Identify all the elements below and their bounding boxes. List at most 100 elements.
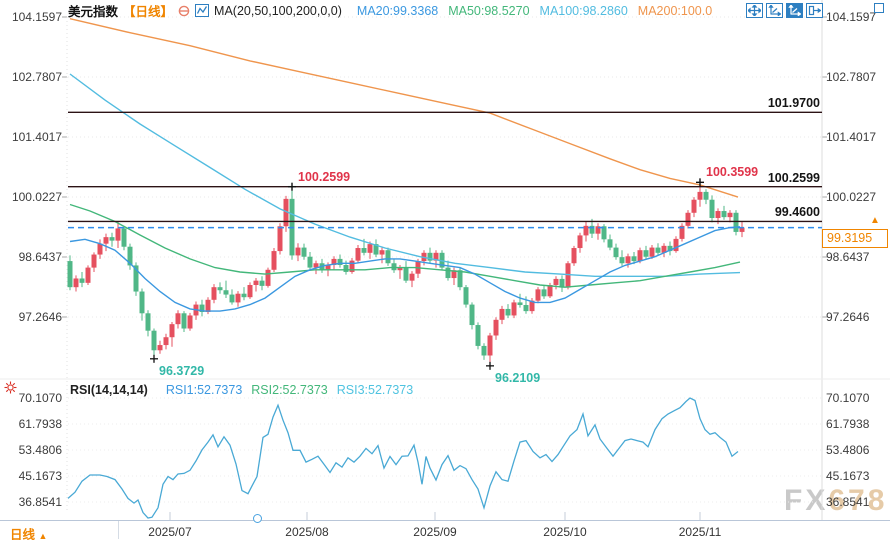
chart-type-icon[interactable] (195, 4, 210, 17)
ma100-line (69, 73, 741, 277)
candle-body (631, 256, 637, 262)
candle-body (259, 280, 265, 286)
level-label: 100.2599 (767, 170, 820, 185)
candle-body (283, 198, 289, 227)
candle-body (373, 244, 379, 255)
axis-scale-icon[interactable] (766, 3, 783, 18)
candle-body (151, 330, 157, 351)
candle-body (247, 285, 253, 298)
candle-body (661, 245, 667, 253)
price-tick-label: 104.1597 (11, 10, 62, 24)
candle-body (679, 225, 685, 239)
candle-body (121, 228, 127, 247)
ma-values: MA20:99.3368 MA50:98.5270 MA100:98.2860 MA2… (347, 4, 712, 18)
candle-body (295, 247, 301, 256)
time-tick-label: 2025/08 (285, 525, 329, 539)
price-annotation: 96.2109 (495, 370, 541, 385)
scroll-handle-dot[interactable] (253, 514, 262, 523)
candle-body (169, 324, 175, 338)
rsi-tick-label: 53.4806 (18, 442, 62, 457)
candle-body (625, 256, 631, 264)
time-tick-label: 2025/07 (148, 525, 192, 539)
candle-body (391, 263, 397, 271)
rsi-indicator-label: RSI(14,14,14) (70, 383, 148, 397)
candle-body (517, 302, 523, 306)
legend-toggle-box[interactable] (874, 3, 884, 13)
indicator-settings-icon[interactable] (178, 5, 190, 17)
price-tick-label: 100.0227 (11, 190, 62, 204)
price-tick-label: 98.6437 (826, 250, 870, 264)
candle-body (565, 263, 571, 288)
candle-body (469, 304, 475, 326)
level-label: 99.4600 (774, 205, 820, 220)
candle-body (409, 273, 415, 281)
timeframe-button[interactable]: 日线 ▲ (10, 524, 47, 540)
crosshair-move-icon[interactable] (746, 3, 763, 18)
timeframe-button-label: 日线 (10, 528, 36, 540)
ma-value: MA20:99.3368 (356, 3, 439, 18)
candle-body (715, 211, 721, 219)
candle-body (67, 261, 73, 288)
candle-body (595, 226, 601, 234)
candle-body (499, 308, 505, 320)
candle-body (307, 256, 313, 268)
time-axis-bar[interactable] (0, 520, 890, 540)
time-tick-label: 2025/11 (678, 525, 722, 539)
fx678-watermark: FX678 (784, 484, 887, 518)
candle-body (163, 337, 169, 346)
candle-body (139, 291, 145, 314)
rsi-tick-label: 70.1070 (826, 391, 870, 405)
current-price-tag: 99.3195 (822, 229, 888, 248)
candle-body (445, 267, 451, 279)
price-tick-label: 101.4017 (826, 130, 877, 144)
candle-body (667, 245, 673, 252)
ma-value: MA200:100.0 (637, 3, 713, 18)
rsi-tick-label: 70.1070 (18, 391, 62, 405)
candle-body (301, 247, 307, 257)
candle-body (559, 278, 565, 288)
level-label: 101.9700 (767, 96, 820, 111)
candle-body (109, 237, 115, 241)
candle-body (541, 289, 547, 297)
price-up-arrow-icon: ▲ (870, 215, 880, 226)
candle-body (457, 270, 463, 288)
candle-body (349, 260, 355, 272)
candle-body (589, 225, 595, 234)
candle-body (463, 287, 469, 305)
pan-right-icon[interactable] (806, 3, 823, 18)
candle-body (145, 313, 151, 331)
candle-body (487, 335, 493, 356)
candle-body (241, 293, 247, 298)
ma-indicator-label: MA(20,50,100,200,0,0) (214, 3, 342, 18)
time-tick-label: 2025/09 (413, 525, 457, 539)
rsi-tick-label: 36.8541 (826, 494, 870, 509)
timeframe-tag: 【日线】 (123, 5, 174, 19)
rsi-tick-label: 53.4806 (826, 442, 870, 457)
candle-body (709, 199, 715, 219)
candle-body (493, 319, 499, 336)
candle-body (127, 246, 133, 266)
axis-scale-active-icon[interactable] (786, 3, 803, 18)
candle-body (481, 345, 487, 356)
candle-body (451, 270, 457, 279)
price-tick-label: 97.2646 (18, 310, 62, 324)
price-tick-label: 102.7807 (826, 70, 877, 84)
candle-body (727, 212, 733, 218)
candle-body (577, 235, 583, 249)
candle-body (427, 252, 433, 261)
candle-body (505, 308, 511, 316)
rsi-settings-icon[interactable] (4, 381, 17, 399)
candle-body (73, 278, 79, 288)
time-axis-separator (118, 521, 119, 539)
candle-body (397, 267, 403, 271)
ma200-line (69, 18, 739, 198)
candle-body (271, 251, 277, 270)
candle-body (673, 238, 679, 252)
price-tick-label: 100.0227 (826, 190, 877, 204)
chart-header: 美元指数 【日线】 MA(20,50,100,200,0,0) MA20:99.… (68, 3, 712, 20)
candle-body (703, 191, 709, 200)
ma-value: MA50:98.5270 (448, 3, 530, 18)
candle-body (85, 267, 91, 283)
